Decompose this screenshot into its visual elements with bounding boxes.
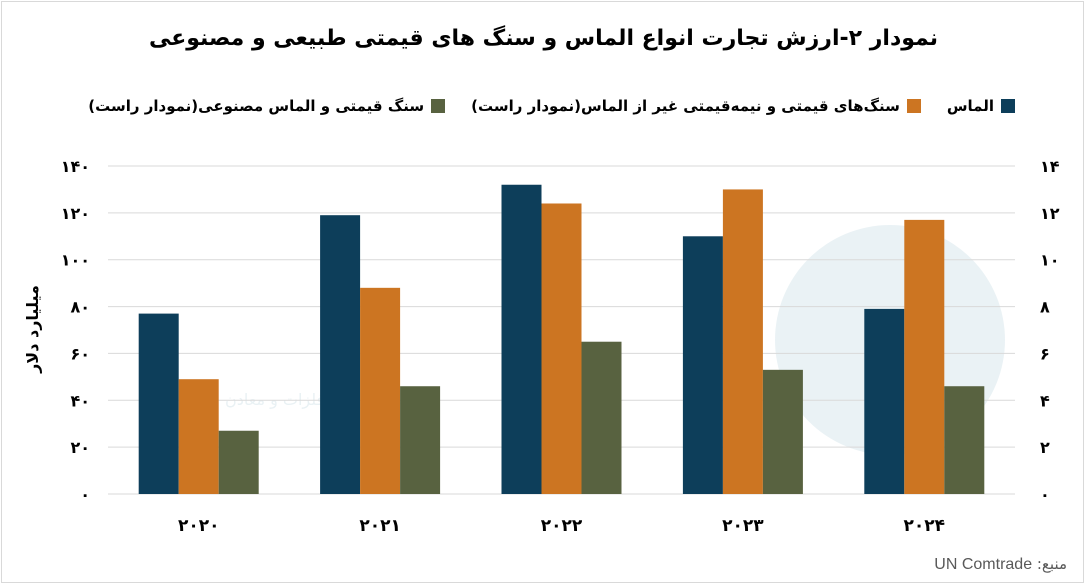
x-tick-label: ۲۰۲۱ — [359, 516, 401, 536]
y-axis-label: میلیارد دلار — [23, 285, 42, 374]
right-tick-label: ۰ — [1040, 485, 1050, 504]
left-tick-label: ۱۴۰ — [61, 157, 90, 176]
bar-gemstones — [541, 203, 582, 494]
left-tick-label: ۶۰ — [70, 344, 90, 363]
x-tick-label: ۲۰۲۲ — [541, 516, 583, 536]
right-tick-label: ۴ — [1040, 391, 1050, 410]
source-name: UN Comtrade — [934, 556, 1033, 573]
bar-gemstones — [722, 189, 763, 494]
legend-swatch-diamond — [1001, 99, 1015, 113]
x-tick-label: ۲۰۲۰ — [178, 516, 220, 536]
right-axis-ticks: ۰ ۲ ۴ ۶ ۸ ۱۰ ۱۲ ۱۴ — [1040, 157, 1060, 504]
right-tick-label: ۱۰ — [1040, 251, 1060, 270]
left-tick-label: ۴۰ — [70, 391, 90, 410]
right-tick-label: ۶ — [1040, 344, 1050, 363]
legend-label-gemstones: سنگ‌های قیمتی و نیمه‌قیمتی غیر از الماس(… — [471, 97, 900, 115]
legend: الماس سنگ‌های قیمتی و نیمه‌قیمتی غیر از … — [88, 97, 1015, 115]
legend-item-synthetic: سنگ قیمتی و الماس مصنوعی(نمودار راست) — [88, 97, 446, 115]
legend-item-diamond: الماس — [947, 97, 1015, 115]
x-tick-label: ۲۰۲۳ — [722, 516, 764, 536]
legend-swatch-synthetic — [431, 99, 446, 113]
left-tick-label: ۲۰ — [70, 438, 90, 457]
legend-label-synthetic: سنگ قیمتی و الماس مصنوعی(نمودار راست) — [88, 97, 425, 115]
bar-gemstones — [360, 287, 401, 494]
bar-diamond — [864, 308, 905, 494]
x-tick-label: ۲۰۲۴ — [904, 516, 946, 536]
left-axis-ticks: ۰ ۲۰ ۴۰ ۶۰ ۸۰ ۱۰۰ ۱۲۰ ۱۴۰ — [61, 157, 90, 504]
right-tick-label: ۲ — [1040, 438, 1050, 457]
left-tick-label: ۸۰ — [70, 298, 90, 317]
chart-title: نمودار ۲-ارزش تجارت انواع الماس و سنگ ها… — [148, 26, 939, 51]
right-tick-label: ۸ — [1040, 298, 1050, 317]
bar-diamond — [501, 184, 542, 494]
bar-synthetic — [944, 386, 985, 494]
bar-synthetic — [400, 386, 441, 494]
bar-synthetic — [581, 341, 622, 494]
left-tick-label: ۰ — [80, 485, 90, 504]
x-axis-labels: ۲۰۲۰ ۲۰۲۱ ۲۰۲۲ ۲۰۲۳ ۲۰۲۴ — [178, 516, 945, 536]
source-note: منبع: UN Comtrade — [934, 555, 1067, 574]
bar-diamond — [138, 313, 179, 494]
bar-diamond — [320, 215, 361, 494]
bars — [138, 184, 985, 495]
legend-label-diamond: الماس — [946, 97, 994, 115]
right-tick-label: ۱۲ — [1040, 204, 1060, 223]
bar-gemstones — [904, 219, 945, 494]
legend-item-gemstones: سنگ‌های قیمتی و نیمه‌قیمتی غیر از الماس(… — [471, 97, 921, 115]
legend-swatch-gemstones — [906, 99, 921, 113]
right-tick-label: ۱۴ — [1040, 157, 1060, 176]
source-label: منبع: — [1036, 555, 1067, 573]
left-tick-label: ۱۰۰ — [61, 251, 90, 270]
bar-gemstones — [178, 379, 219, 494]
bar-diamond — [682, 236, 723, 495]
bar-synthetic — [762, 369, 803, 494]
bar-synthetic — [218, 430, 259, 494]
left-tick-label: ۱۲۰ — [61, 204, 90, 223]
